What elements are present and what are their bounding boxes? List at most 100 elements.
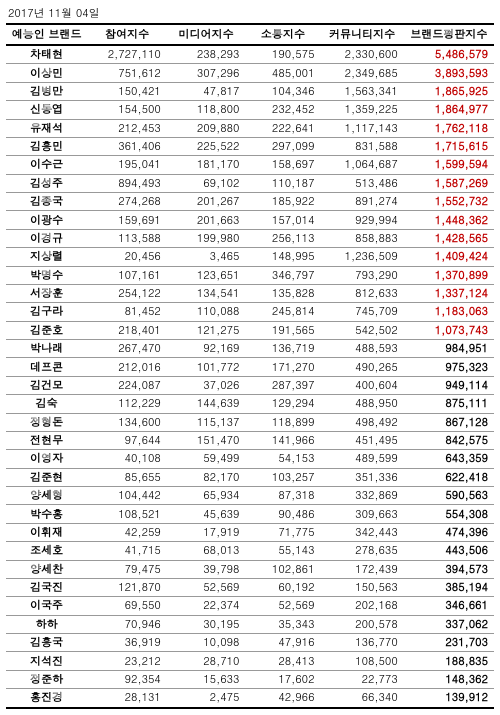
cell-community: 172,439 xyxy=(321,560,404,578)
cell-community: 513,486 xyxy=(321,174,404,192)
cell-communication: 35,343 xyxy=(245,615,320,633)
table-row: 김건모224,08737,026287,397400,604949,114 xyxy=(6,376,494,394)
cell-communication: 297,099 xyxy=(245,137,320,155)
cell-community: 1,563,341 xyxy=(321,82,404,100)
table-row: 데프콘212,016101,772171,270490,265975,323 xyxy=(6,358,494,376)
cell-participation: 85,655 xyxy=(87,468,167,486)
cell-media: 45,639 xyxy=(167,505,246,523)
cell-name: 정형돈 xyxy=(6,413,87,431)
table-row: 박명수107,161123,651346,797793,2901,370,899 xyxy=(6,266,494,284)
cell-name: 김성주 xyxy=(6,174,87,192)
cell-brand: 1,370,899 xyxy=(404,266,494,284)
table-row: 신동엽154,500118,800232,4521,359,2251,864,9… xyxy=(6,101,494,119)
table-row: 김준현85,65582,170103,257351,336622,418 xyxy=(6,468,494,486)
cell-brand: 1,428,565 xyxy=(404,229,494,247)
cell-participation: 79,475 xyxy=(87,560,167,578)
table-row: 지석진23,21228,71028,413108,500188,835 xyxy=(6,652,494,670)
cell-name: 정준하 xyxy=(6,670,87,688)
cell-communication: 191,565 xyxy=(245,321,320,339)
cell-participation: 112,229 xyxy=(87,395,167,413)
cell-brand: 1,337,124 xyxy=(404,284,494,302)
cell-name: 김구라 xyxy=(6,303,87,321)
cell-community: 831,588 xyxy=(321,137,404,155)
cell-media: 181,170 xyxy=(167,156,246,174)
cell-communication: 256,113 xyxy=(245,229,320,247)
cell-participation: 104,442 xyxy=(87,487,167,505)
cell-participation: 274,268 xyxy=(87,193,167,211)
cell-brand: 1,552,732 xyxy=(404,193,494,211)
cell-communication: 141,966 xyxy=(245,431,320,449)
cell-media: 307,296 xyxy=(167,64,246,82)
cell-community: 136,770 xyxy=(321,634,404,652)
cell-community: 66,340 xyxy=(321,689,404,708)
col-community: 커뮤니티지수 xyxy=(321,24,404,45)
table-row: 김국진121,87052,56960,192150,563385,194 xyxy=(6,578,494,596)
cell-participation: 212,453 xyxy=(87,119,167,137)
cell-media: 225,522 xyxy=(167,137,246,155)
cell-community: 1,064,687 xyxy=(321,156,404,174)
cell-communication: 158,697 xyxy=(245,156,320,174)
cell-communication: 28,413 xyxy=(245,652,320,670)
cell-communication: 87,318 xyxy=(245,487,320,505)
cell-participation: 224,087 xyxy=(87,376,167,394)
cell-participation: 42,259 xyxy=(87,523,167,541)
cell-communication: 190,575 xyxy=(245,45,320,64)
cell-media: 15,633 xyxy=(167,670,246,688)
cell-name: 양세형 xyxy=(6,487,87,505)
cell-community: 489,599 xyxy=(321,450,404,468)
cell-media: 30,195 xyxy=(167,615,246,633)
cell-media: 28,710 xyxy=(167,652,246,670)
cell-community: 400,604 xyxy=(321,376,404,394)
cell-communication: 60,192 xyxy=(245,578,320,596)
cell-communication: 55,143 xyxy=(245,542,320,560)
cell-participation: 70,946 xyxy=(87,615,167,633)
cell-media: 10,098 xyxy=(167,634,246,652)
cell-communication: 148,995 xyxy=(245,248,320,266)
cell-community: 278,635 xyxy=(321,542,404,560)
cell-media: 118,800 xyxy=(167,101,246,119)
cell-communication: 104,346 xyxy=(245,82,320,100)
cell-community: 1,359,225 xyxy=(321,101,404,119)
cell-media: 37,026 xyxy=(167,376,246,394)
cell-brand: 474,396 xyxy=(404,523,494,541)
cell-communication: 157,014 xyxy=(245,211,320,229)
cell-communication: 171,270 xyxy=(245,358,320,376)
cell-brand: 346,661 xyxy=(404,597,494,615)
table-row: 이경규113,588199,980256,113858,8831,428,565 xyxy=(6,229,494,247)
cell-participation: 894,493 xyxy=(87,174,167,192)
cell-media: 115,137 xyxy=(167,413,246,431)
cell-communication: 102,861 xyxy=(245,560,320,578)
cell-communication: 222,641 xyxy=(245,119,320,137)
cell-communication: 136,719 xyxy=(245,340,320,358)
table-row: 하하70,94630,19535,343200,578337,062 xyxy=(6,615,494,633)
cell-participation: 69,550 xyxy=(87,597,167,615)
col-participation: 참여지수 xyxy=(87,24,167,45)
cell-brand: 394,573 xyxy=(404,560,494,578)
cell-name: 전현무 xyxy=(6,431,87,449)
cell-media: 238,293 xyxy=(167,45,246,64)
cell-community: 812,633 xyxy=(321,284,404,302)
cell-name: 데프콘 xyxy=(6,358,87,376)
table-row: 이영자40,10859,49954,153489,599643,359 xyxy=(6,450,494,468)
cell-community: 498,492 xyxy=(321,413,404,431)
cell-communication: 42,966 xyxy=(245,689,320,708)
cell-media: 101,772 xyxy=(167,358,246,376)
table-row: 정형돈134,600115,137118,899498,492867,128 xyxy=(6,413,494,431)
header-row: 예능인 브랜드 참여지수 미디어지수 소통지수 커뮤니티지수 브랜드평판지수 xyxy=(6,24,494,45)
table-row: 전현무97,644151,470141,966451,495842,575 xyxy=(6,431,494,449)
table-row: 박수홍108,52145,63990,486309,663554,308 xyxy=(6,505,494,523)
cell-participation: 154,500 xyxy=(87,101,167,119)
table-row: 김병만150,42147,817104,3461,563,3411,865,92… xyxy=(6,82,494,100)
cell-community: 929,994 xyxy=(321,211,404,229)
cell-participation: 267,470 xyxy=(87,340,167,358)
cell-community: 332,869 xyxy=(321,487,404,505)
table-row: 김숙112,229144,639129,294488,950875,111 xyxy=(6,395,494,413)
cell-name: 김건모 xyxy=(6,376,87,394)
cell-brand: 3,893,593 xyxy=(404,64,494,82)
cell-community: 22,773 xyxy=(321,670,404,688)
cell-participation: 195,041 xyxy=(87,156,167,174)
cell-communication: 185,922 xyxy=(245,193,320,211)
cell-communication: 232,452 xyxy=(245,101,320,119)
cell-name: 조세호 xyxy=(6,542,87,560)
cell-communication: 245,814 xyxy=(245,303,320,321)
